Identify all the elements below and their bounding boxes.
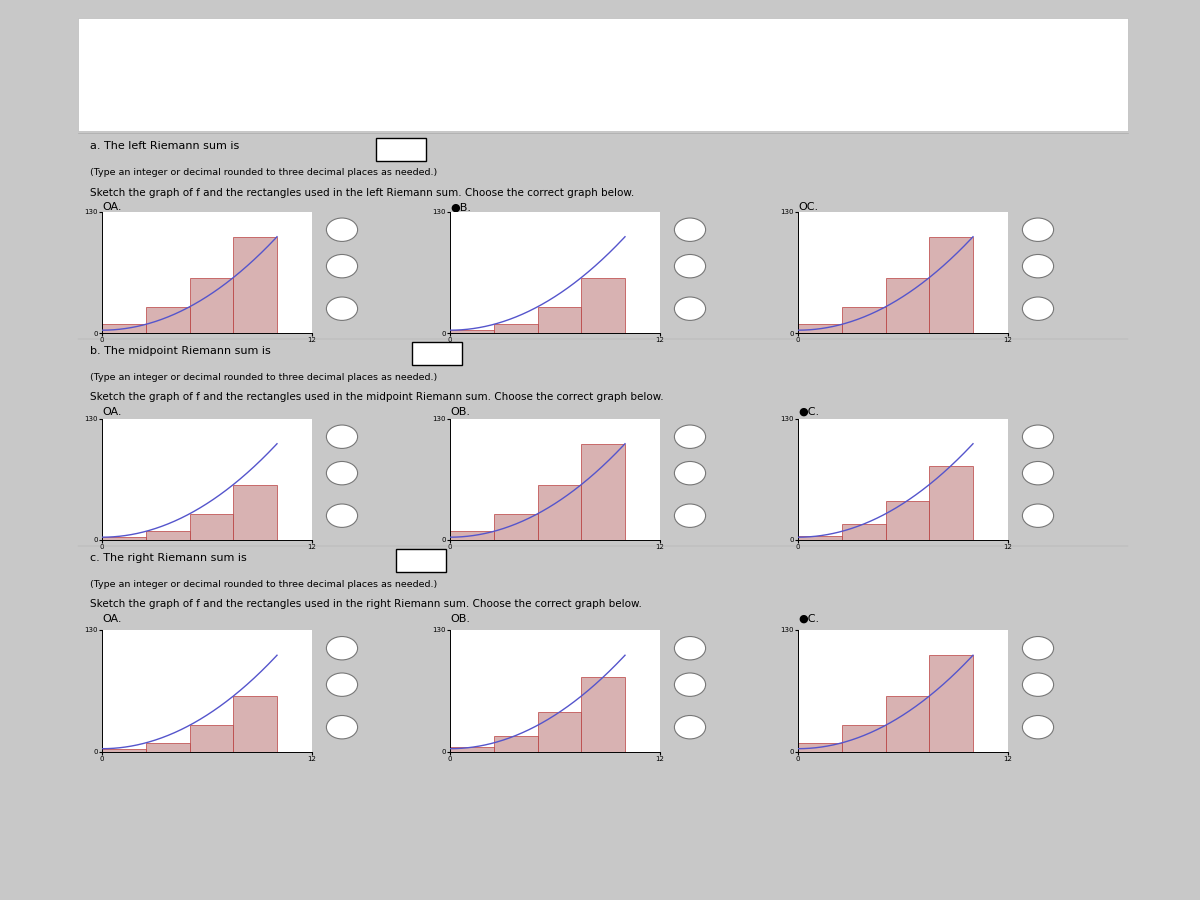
Text: OA.: OA. xyxy=(102,614,121,624)
Text: Estimate the area of the region bounded by the graph of f(x) = x² +3 and the x-a: Estimate the area of the region bounded … xyxy=(90,29,620,38)
Bar xyxy=(233,484,277,540)
Text: Sketch the graph of f and the rectangles used in the right Riemann sum. Choose t: Sketch the graph of f and the rectangles… xyxy=(90,599,642,609)
Text: ↺: ↺ xyxy=(686,508,694,518)
Text: a. Divide [0,10] into n = 4 subintervals and approximate the area of the region : a. Divide [0,10] into n = 4 subintervals… xyxy=(90,53,737,62)
Text: OB.: OB. xyxy=(450,614,470,624)
Text: Q: Q xyxy=(338,677,346,686)
Text: OA.: OA. xyxy=(102,202,121,212)
Bar xyxy=(190,725,233,752)
Text: b. Divide [0,10] into n = 4 subintervals and approximate the area of the region : b. Divide [0,10] into n = 4 subintervals… xyxy=(90,77,762,86)
Bar xyxy=(581,677,625,751)
Bar xyxy=(929,237,973,333)
Bar xyxy=(450,531,493,540)
Text: 103: 103 xyxy=(382,143,403,153)
Text: Q: Q xyxy=(338,465,346,474)
Text: Q: Q xyxy=(1034,677,1042,686)
Text: Q: Q xyxy=(338,258,346,267)
Bar xyxy=(493,735,538,752)
Text: a. The left Riemann sum is: a. The left Riemann sum is xyxy=(90,141,239,151)
Bar xyxy=(493,514,538,540)
Text: ●B.: ●B. xyxy=(450,202,470,212)
Text: ↺: ↺ xyxy=(338,719,346,730)
Bar xyxy=(145,531,190,540)
Bar xyxy=(190,514,233,540)
Text: Q: Q xyxy=(1034,221,1042,230)
Text: ↺: ↺ xyxy=(1034,301,1042,311)
Text: OB.: OB. xyxy=(450,407,470,417)
Bar xyxy=(450,330,493,333)
Text: Q: Q xyxy=(686,677,694,686)
Text: Q: Q xyxy=(686,465,694,474)
Bar xyxy=(841,725,886,752)
Text: Q: Q xyxy=(1034,258,1042,267)
Text: Q: Q xyxy=(1034,465,1042,474)
Text: Q: Q xyxy=(686,640,694,649)
Text: ●C.: ●C. xyxy=(798,407,820,417)
Text: (Type an integer or decimal rounded to three decimal places as needed.): (Type an integer or decimal rounded to t… xyxy=(90,168,437,177)
Bar xyxy=(538,307,581,333)
Text: ↺: ↺ xyxy=(686,301,694,311)
Bar xyxy=(233,237,277,333)
Text: (Type an integer or decimal rounded to three decimal places as needed.): (Type an integer or decimal rounded to t… xyxy=(90,580,437,589)
Bar xyxy=(798,324,841,333)
Text: Q: Q xyxy=(338,428,346,437)
Text: c. The right Riemann sum is: c. The right Riemann sum is xyxy=(90,553,247,562)
Text: OC.: OC. xyxy=(798,202,818,212)
Bar xyxy=(145,742,190,752)
Bar xyxy=(929,465,973,540)
Bar xyxy=(798,536,841,540)
Text: ↺: ↺ xyxy=(1034,508,1042,518)
Text: ↺: ↺ xyxy=(338,508,346,518)
Text: OA.: OA. xyxy=(102,407,121,417)
Text: (Type an integer or decimal rounded to three decimal places as needed.): (Type an integer or decimal rounded to t… xyxy=(90,373,437,382)
Bar xyxy=(841,307,886,333)
Text: Q: Q xyxy=(686,428,694,437)
Bar xyxy=(929,655,973,751)
Bar xyxy=(102,537,145,540)
Bar xyxy=(886,696,929,752)
Text: Q: Q xyxy=(1034,428,1042,437)
Text: Sketch the graph of f and the rectangles used in the midpoint Riemann sum. Choos: Sketch the graph of f and the rectangles… xyxy=(90,392,664,402)
Bar xyxy=(493,324,538,333)
Bar xyxy=(233,696,277,752)
Text: ↺: ↺ xyxy=(338,301,346,311)
Bar xyxy=(538,484,581,540)
Text: Q: Q xyxy=(686,258,694,267)
Bar xyxy=(581,277,625,333)
Text: Q: Q xyxy=(338,640,346,649)
Bar xyxy=(538,712,581,751)
Text: ↺: ↺ xyxy=(1034,719,1042,730)
Text: c. Divide [0,10] into n = 4 subintervals and approximate the area of the region : c. Divide [0,10] into n = 4 subintervals… xyxy=(90,102,744,111)
Text: ●C.: ●C. xyxy=(798,614,820,624)
Bar xyxy=(841,524,886,540)
Bar xyxy=(886,500,929,540)
Text: Q: Q xyxy=(686,221,694,230)
Bar xyxy=(886,277,929,333)
Bar xyxy=(102,749,145,752)
Text: 1: 1 xyxy=(418,347,425,357)
Bar xyxy=(190,277,233,333)
Text: b. The midpoint Riemann sum is: b. The midpoint Riemann sum is xyxy=(90,346,271,356)
Text: Q: Q xyxy=(338,221,346,230)
Text: ↺: ↺ xyxy=(686,719,694,730)
Text: Sketch the graph of f and the rectangles used in the left Riemann sum. Choose th: Sketch the graph of f and the rectangles… xyxy=(90,188,635,198)
Text: Q: Q xyxy=(1034,640,1042,649)
Bar xyxy=(145,307,190,333)
Bar xyxy=(581,444,625,540)
Bar xyxy=(798,742,841,752)
Bar xyxy=(102,324,145,333)
Bar xyxy=(450,747,493,752)
